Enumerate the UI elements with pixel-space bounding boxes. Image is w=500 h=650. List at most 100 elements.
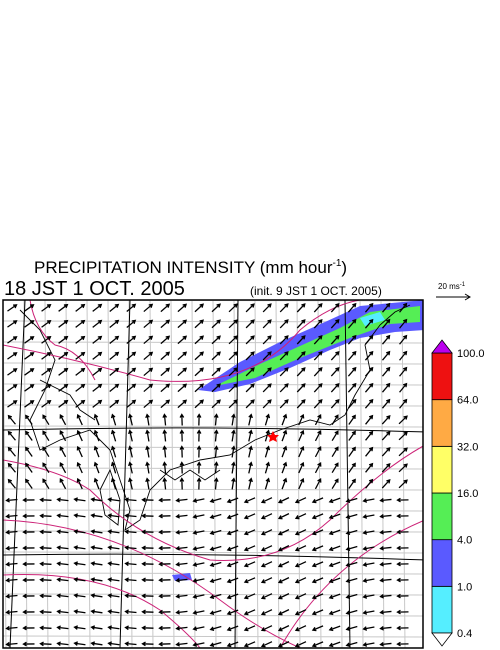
- wind-arrow: [175, 497, 188, 503]
- wind-arrow: [279, 319, 289, 329]
- wind-arrow: [277, 625, 290, 632]
- wind-arrow: [126, 399, 137, 409]
- wind-arrow: [294, 529, 307, 536]
- wind-arrow: [126, 351, 137, 361]
- wind-arrow: [75, 367, 86, 376]
- wind-arrow: [381, 334, 391, 345]
- wind-arrow: [364, 318, 374, 329]
- wind-arrow: [177, 399, 188, 409]
- wind-arrow: [226, 609, 239, 616]
- coastline-shikoku: [159, 469, 221, 481]
- wind-arrow: [399, 382, 408, 393]
- wind-arrow: [330, 398, 340, 409]
- wind-arrow: [228, 319, 238, 329]
- wind-arrow: [330, 334, 340, 345]
- wind-arrow: [348, 446, 356, 457]
- wind-arrow: [162, 477, 168, 490]
- wind-arrow: [364, 302, 374, 313]
- grid-line: [3, 362, 423, 365]
- wind-arrow: [145, 461, 150, 474]
- wind-arrow: [143, 319, 154, 329]
- wind-arrow: [226, 577, 239, 584]
- wind-arrow: [92, 303, 103, 312]
- wind-arrow: [5, 545, 18, 551]
- wind-arrow: [362, 530, 375, 535]
- wind-arrow: [347, 398, 357, 409]
- wind-arrow: [345, 561, 358, 568]
- wind-arrow: [75, 383, 86, 392]
- wind-arrow: [93, 461, 100, 474]
- wind-arrow: [348, 462, 356, 473]
- wind-arrow: [381, 302, 391, 313]
- wind-arrow: [24, 320, 35, 328]
- wind-arrow: [245, 383, 255, 393]
- wind-arrow: [328, 641, 341, 648]
- wind-arrow: [248, 445, 253, 458]
- wind-arrow: [298, 461, 305, 474]
- wind-arrow: [39, 609, 52, 615]
- grid-line: [3, 614, 423, 617]
- grid-line: [149, 300, 154, 648]
- wind-arrow: [260, 545, 273, 552]
- wind-arrow: [76, 445, 83, 458]
- wind-arrow: [399, 334, 408, 345]
- wind-arrow: [294, 577, 307, 584]
- grid-line: [3, 446, 423, 449]
- wind-arrow: [107, 593, 120, 598]
- wind-arrow: [362, 546, 375, 551]
- grid-line: [44, 300, 49, 648]
- wind-arrow: [128, 445, 133, 458]
- coastline-main: [19, 304, 411, 532]
- wind-arrow: [311, 641, 324, 648]
- wind-arrow: [42, 446, 50, 458]
- wind-arrow: [141, 545, 154, 551]
- map-border: [2, 299, 424, 649]
- wind-arrow: [143, 351, 154, 361]
- wind-arrow: [362, 594, 375, 599]
- wind-arrow: [379, 513, 392, 519]
- wind-arrow: [211, 399, 221, 409]
- wind-arrow: [107, 545, 120, 550]
- wind-arrow: [124, 497, 137, 503]
- wind-arrow: [381, 350, 391, 361]
- wind-arrow: [194, 399, 204, 409]
- wind-arrow: [245, 303, 255, 313]
- contour: [3, 300, 361, 382]
- wind-arrow: [331, 430, 339, 442]
- wind-arrow: [75, 399, 86, 408]
- wind-arrow: [109, 399, 120, 408]
- wind-arrow: [345, 593, 358, 600]
- wind-arrow: [126, 303, 137, 313]
- wind-arrow: [73, 529, 86, 534]
- wind-arrow: [365, 462, 374, 473]
- wind-arrow: [192, 530, 205, 535]
- wind-arrow: [213, 413, 219, 426]
- wind-arrow: [279, 367, 289, 377]
- wind-arrow: [128, 413, 133, 426]
- wind-arrow: [311, 625, 324, 632]
- wind-arrow: [379, 577, 392, 583]
- wind-arrow: [162, 413, 168, 426]
- lon-line: [344, 300, 351, 648]
- wind-arrow: [73, 609, 86, 614]
- location-star: [267, 431, 279, 442]
- wind-arrow: [311, 545, 324, 552]
- wind-arrow: [76, 429, 83, 442]
- wind-arrow: [277, 529, 290, 536]
- wind-arrow: [245, 351, 255, 361]
- wind-arrow: [39, 529, 52, 535]
- wind-arrow: [330, 366, 340, 377]
- wind-arrow: [143, 399, 154, 409]
- wind-arrow: [260, 577, 273, 584]
- wind-arrow: [296, 367, 306, 377]
- wind-arrow: [145, 429, 150, 442]
- wind-arrow: [228, 303, 238, 313]
- wind-arrow: [41, 400, 52, 408]
- wind-arrow: [90, 497, 103, 502]
- wind-arrow: [296, 319, 306, 329]
- wind-arrow: [92, 335, 103, 344]
- wind-arrow: [243, 513, 256, 520]
- grid-line: [3, 425, 423, 428]
- colorbar-label: 0.4: [457, 628, 472, 640]
- wind-arrow: [211, 303, 221, 313]
